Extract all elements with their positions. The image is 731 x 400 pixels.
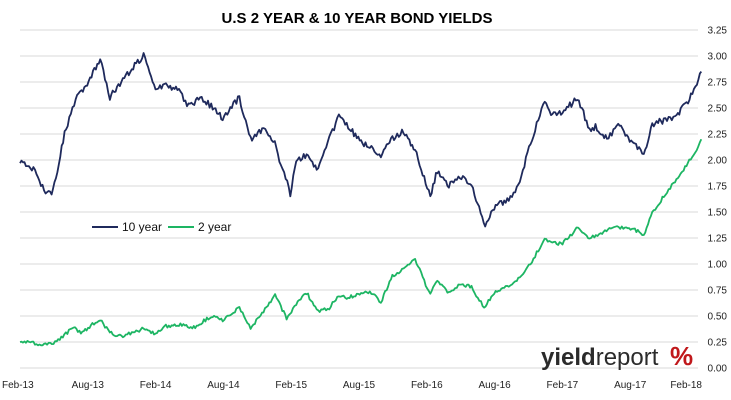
y-tick-label: 0.25	[708, 338, 728, 349]
y-tick-label: 0.00	[708, 364, 728, 375]
grid-lines	[20, 29, 698, 369]
x-axis-ticks: Feb-13 Aug-13 Feb-14 Aug-14 Feb-15 Aug-15 Feb-…	[2, 380, 702, 391]
series-line-10-year	[19, 52, 703, 228]
x-tick-label: Aug-13	[72, 380, 105, 391]
y-tick-label: 2.00	[708, 156, 728, 167]
svg-text:yieldreport: yieldreport	[541, 344, 659, 371]
legend-label: 2 year	[198, 220, 231, 234]
y-tick-label: 2.75	[708, 78, 728, 89]
x-tick-label: Feb-15	[275, 380, 307, 391]
x-tick-label: Feb-13	[2, 380, 34, 391]
y-tick-label: 2.25	[708, 130, 728, 141]
y-tick-label: 2.50	[708, 104, 728, 115]
x-tick-label: Aug-17	[614, 380, 647, 391]
y-tick-label: 3.25	[708, 26, 728, 37]
y-tick-label: 3.00	[708, 52, 728, 63]
series-line-2-year	[19, 138, 703, 347]
x-tick-label: Feb-18	[670, 380, 702, 391]
y-tick-label: 1.50	[708, 208, 728, 219]
logo-text-report: report	[596, 344, 659, 371]
x-tick-label: Aug-15	[343, 380, 376, 391]
y-tick-label: 0.50	[708, 312, 728, 323]
logo-text-yield: yield	[541, 344, 596, 371]
legend: 10 year 2 year	[92, 220, 231, 234]
series-lines	[19, 52, 703, 347]
chart-title: U.S 2 YEAR & 10 YEAR BOND YIELDS	[222, 10, 493, 27]
y-tick-label: 0.75	[708, 286, 728, 297]
logo-percent: %	[670, 341, 693, 371]
x-tick-label: Feb-14	[140, 380, 172, 391]
y-tick-label: 1.00	[708, 260, 728, 271]
legend-label: 10 year	[122, 220, 162, 234]
x-tick-label: Aug-14	[207, 380, 240, 391]
y-axis-ticks: 0.00 0.25 0.50 0.75 1.00 1.25 1.50 1.75 2.00 2.25…	[708, 26, 728, 375]
y-tick-label: 1.75	[708, 182, 728, 193]
x-tick-label: Feb-17	[547, 380, 579, 391]
x-tick-label: Feb-16	[411, 380, 443, 391]
x-tick-label: Aug-16	[478, 380, 511, 391]
y-tick-label: 1.25	[708, 234, 728, 245]
yieldreport-logo: yieldreport %	[541, 341, 693, 371]
